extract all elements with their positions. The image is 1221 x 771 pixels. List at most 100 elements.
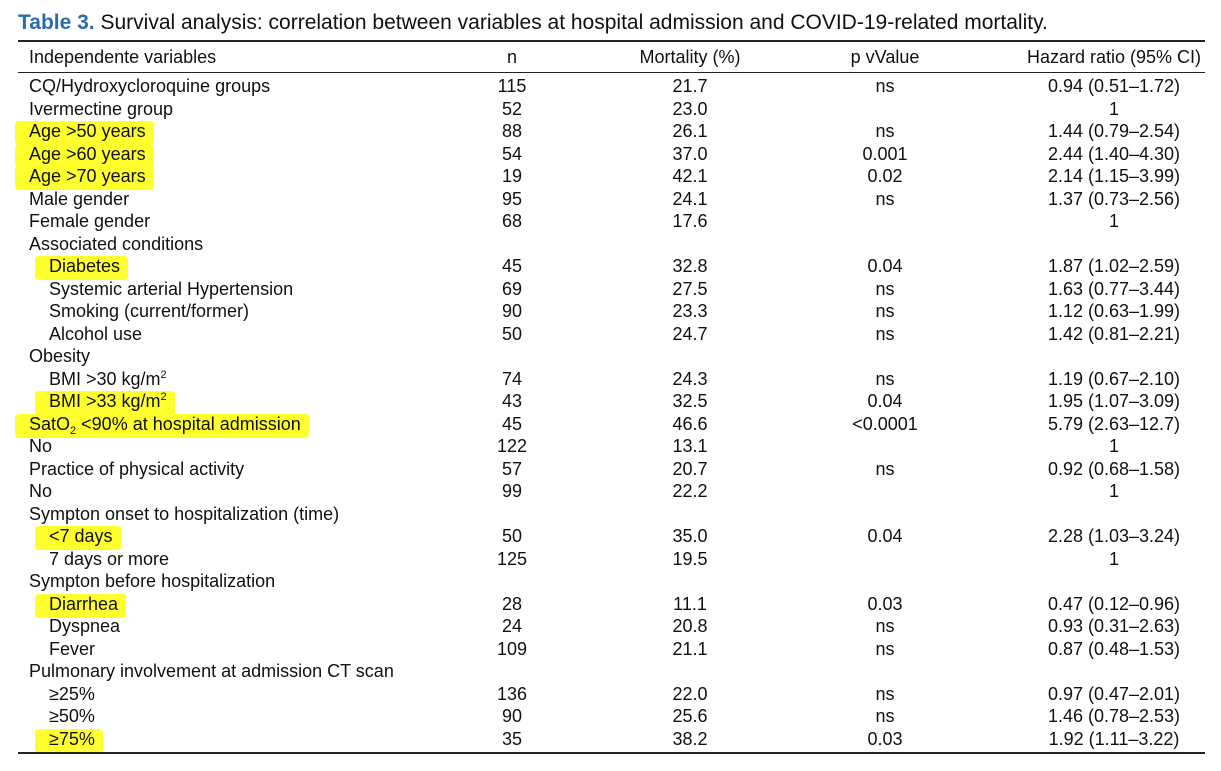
highlight-mark (35, 593, 126, 618)
hazard-ratio-cell: 1.87 (1.02–2.59) (1047, 256, 1181, 276)
n-cell: 50 (501, 323, 523, 344)
hazard-ratio-cell: 0.92 (0.68–1.58) (1047, 458, 1181, 479)
highlight-mark (15, 166, 154, 190)
table-row: Practice of physical activity 57 20.7 ns 0.9… (0, 458, 1221, 481)
n-cell: 74 (501, 368, 523, 389)
table-row: Fever 109 21.1 ns 0.87 (0.48–1.53) (0, 638, 1221, 661)
mortality-cell: 46.6 (672, 413, 708, 434)
mortality-cell: 17.6 (672, 211, 708, 231)
variable-cell: BMI >33 kg/m2 (49, 391, 167, 411)
n-cell: 68 (501, 211, 523, 231)
highlight-mark (15, 413, 309, 438)
p-value-cell: 0.001 (862, 143, 908, 164)
highlight-mark (15, 121, 154, 145)
variable-cell: 7 days or more (49, 548, 170, 569)
mortality-cell: 25.6 (672, 706, 708, 726)
mortality-cell: 35.0 (672, 526, 708, 546)
hazard-ratio-cell: 1.44 (0.79–2.54) (1047, 121, 1181, 141)
table-row: Female gender 68 17.6 1 (0, 210, 1221, 233)
table-row: ≥50% 90 25.6 ns 1.46 (0.78–2.53) (0, 705, 1221, 728)
hazard-ratio-cell: 1.19 (0.67–2.10) (1047, 368, 1181, 389)
table-row: No 122 13.1 1 (0, 435, 1221, 458)
mortality-cell: 21.7 (672, 76, 708, 96)
header-n: n (506, 47, 517, 67)
variable-cell: BMI >30 kg/m2 (49, 368, 167, 389)
mortality-cell: 38.2 (672, 728, 708, 749)
variable-cell: Diabetes (49, 256, 121, 276)
hazard-ratio-cell: 2.14 (1.15–3.99) (1047, 166, 1181, 186)
hazard-ratio-cell: 5.79 (2.63–12.7) (1047, 413, 1181, 434)
p-value-cell: ns (875, 76, 895, 96)
table-label: Table 3. (18, 11, 95, 34)
table-row: Age >50 years 88 26.1 ns 1.44 (0.79–2.54) (0, 120, 1221, 145)
variable-cell: Smoking (current/former) (49, 301, 250, 321)
variable-cell: No (29, 481, 53, 501)
table-row: Male gender 95 24.1 ns 1.37 (0.73–2.56) (0, 188, 1221, 211)
hazard-ratio-cell: 1.95 (1.07–3.09) (1047, 391, 1181, 411)
n-cell: 50 (501, 526, 523, 546)
table-row: Associated conditions (0, 233, 1221, 256)
p-value-cell: 0.03 (867, 728, 903, 749)
n-cell: 52 (501, 98, 523, 119)
table-row: BMI >30 kg/m2 74 24.3 ns 1.19 (0.67–2.10) (0, 368, 1221, 391)
highlight-mark (35, 526, 121, 550)
variable-cell: Male gender (29, 188, 130, 209)
n-cell: 45 (501, 413, 523, 434)
table-row: Age >70 years 19 42.1 0.02 2.14 (1.15–3.99) (0, 165, 1221, 190)
mortality-cell: 21.1 (672, 638, 708, 659)
variable-cell: Sympton onset to hospitalization (time) (29, 503, 340, 524)
table-title: Survival analysis: correlation between v… (94, 11, 1048, 34)
hazard-ratio-cell: 0.47 (0.12–0.96) (1047, 593, 1181, 614)
mortality-cell: 24.3 (672, 368, 708, 389)
highlight-mark (15, 143, 154, 168)
hazard-ratio-cell: 0.94 (0.51–1.72) (1047, 76, 1181, 96)
hazard-ratio-cell: 1 (1108, 436, 1119, 456)
hazard-ratio-cell: 0.93 (0.31–2.63) (1047, 616, 1181, 636)
bottom-rule (18, 752, 1205, 754)
mortality-cell: 23.3 (672, 301, 708, 321)
highlight-mark (35, 391, 175, 415)
mortality-cell: 11.1 (673, 593, 707, 614)
variable-cell: Obesity (29, 346, 91, 366)
n-cell: 136 (496, 683, 528, 704)
hazard-ratio-cell: 1.12 (0.63–1.99) (1047, 301, 1181, 321)
p-value-cell: ns (875, 458, 895, 479)
header-hazard-ratio: Hazard ratio (95% CI) (1026, 47, 1202, 67)
variable-cell: Diarrhea (49, 593, 119, 614)
header-p-value: p vValue (850, 47, 920, 67)
mortality-cell: 42.1 (672, 166, 708, 186)
mortality-cell: 13.1 (672, 436, 708, 456)
table-row: Smoking (current/former) 90 23.3 ns 1.12 (0.… (0, 300, 1221, 323)
table-row: Diarrhea 28 11.1 0.03 0.47 (0.12–0.96) (0, 593, 1221, 618)
variable-cell: Dyspnea (49, 616, 121, 636)
n-cell: 35 (501, 728, 523, 749)
p-value-cell: ns (875, 301, 895, 321)
table-body: CQ/Hydroxycloroquine groups 115 21.7 ns 0.94… (0, 75, 1221, 753)
hazard-ratio-cell: 1 (1108, 481, 1119, 501)
table-row: Pulmonary involvement at admission CT sc… (0, 660, 1221, 683)
variable-cell: No (29, 436, 53, 456)
n-cell: 122 (496, 436, 528, 456)
n-cell: 115 (497, 76, 527, 96)
header-variable: Independente variables (29, 47, 217, 67)
mortality-cell: 32.8 (672, 256, 708, 276)
table-row: ≥25% 136 22.0 ns 0.97 (0.47–2.01) (0, 683, 1221, 706)
mortality-cell: 37.0 (672, 143, 708, 164)
table-row: SatO2 <90% at hospital admission 45 46.6 <0… (0, 413, 1221, 438)
mortality-cell: 22.2 (672, 481, 708, 501)
hazard-ratio-cell: 2.28 (1.03–3.24) (1047, 526, 1181, 546)
n-cell: 19 (501, 166, 523, 186)
p-value-cell: 0.03 (867, 593, 903, 614)
mortality-cell: 27.5 (672, 278, 708, 299)
p-value-cell: ns (875, 368, 895, 389)
p-value-cell: ns (875, 121, 895, 141)
variable-cell: ≥75% (49, 728, 95, 749)
table-row: 7 days or more 125 19.5 1 (0, 548, 1221, 571)
hazard-ratio-cell: 1 (1108, 548, 1119, 569)
p-value-cell: ns (875, 683, 895, 704)
p-value-cell: 0.04 (867, 256, 903, 276)
mortality-cell: 22.0 (672, 683, 708, 704)
n-cell: 88 (501, 121, 523, 141)
variable-cell: SatO2 <90% at hospital admission (29, 413, 301, 437)
variable-cell: Ivermectine group (29, 98, 174, 119)
